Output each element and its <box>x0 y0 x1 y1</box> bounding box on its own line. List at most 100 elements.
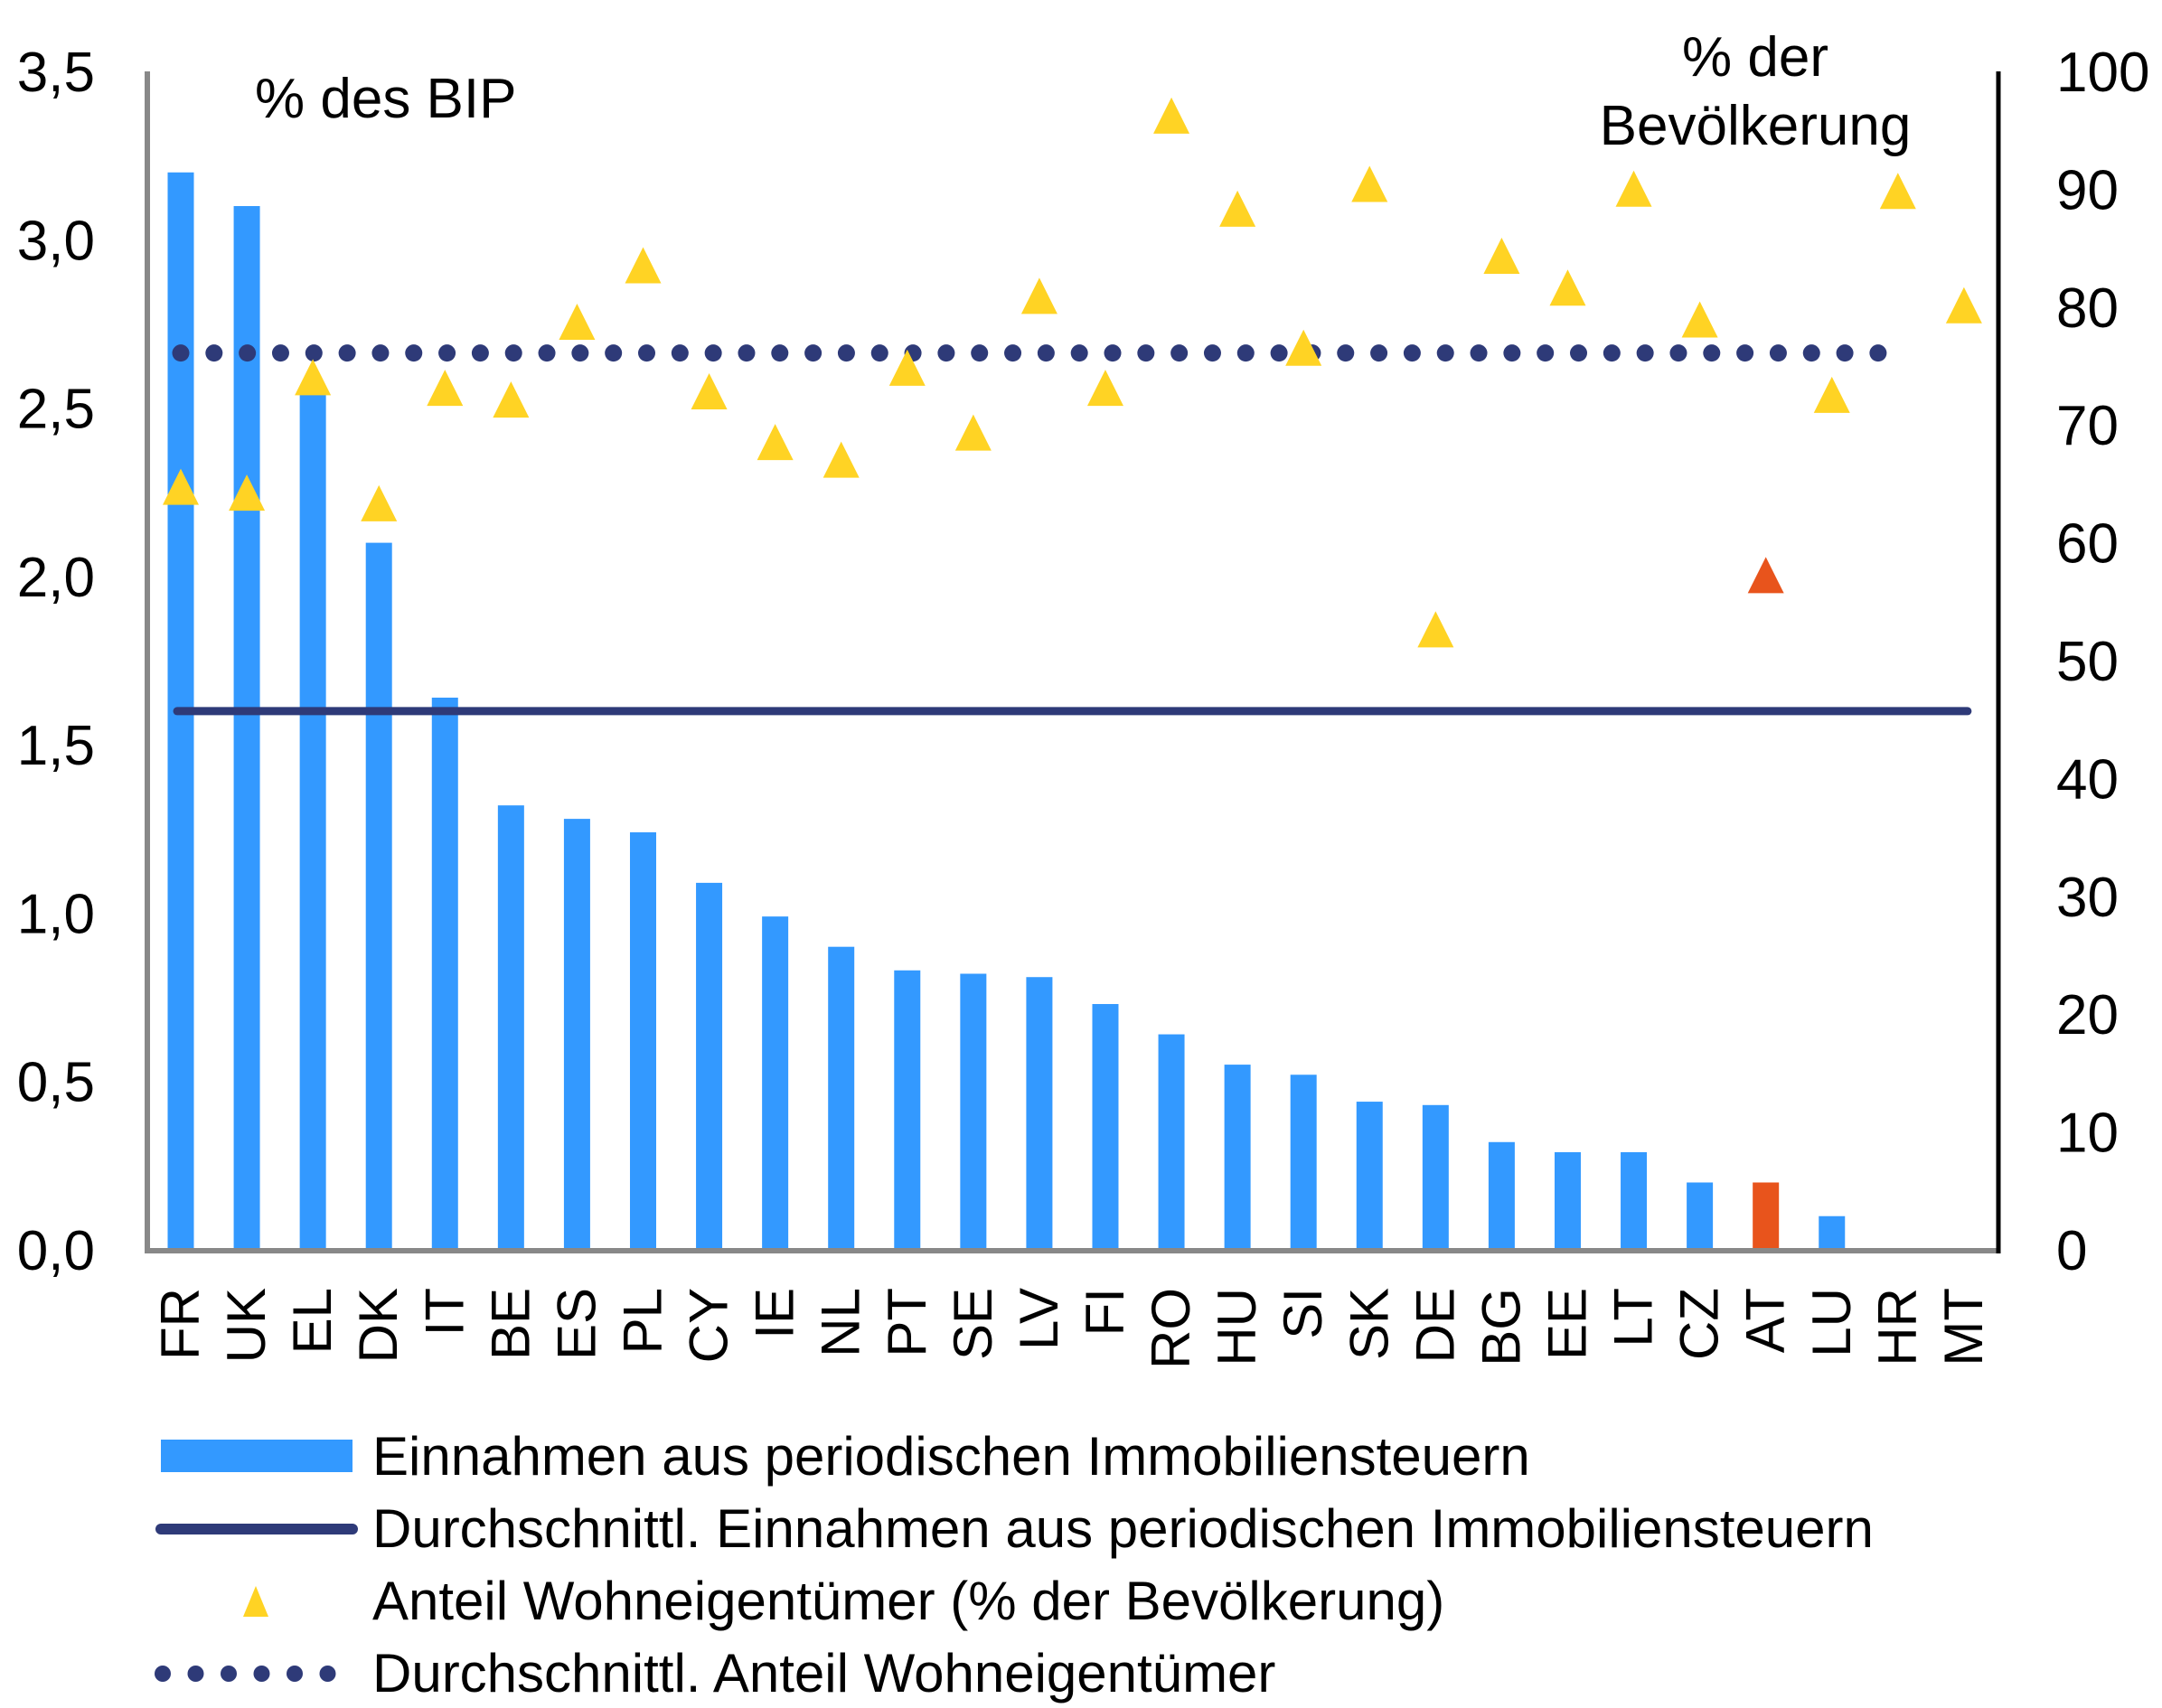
avg-ownership-dot <box>704 344 722 362</box>
avg-ownership-dot <box>738 344 756 362</box>
bar-es <box>563 819 590 1250</box>
ownership-marker-at <box>1747 557 1784 594</box>
right-tick-label: 60 <box>2056 513 2119 576</box>
left-tick-label: 0,0 <box>17 1220 95 1282</box>
avg-ownership-dot <box>1403 344 1421 362</box>
avg-ownership-dot <box>1703 344 1721 362</box>
x-tick-label-cz: CZ <box>1669 1288 1730 1360</box>
avg-ownership-dot <box>937 344 955 362</box>
x-tick-label-mt: MT <box>1933 1288 1994 1366</box>
legend-dot <box>155 1666 171 1682</box>
x-tick-label-es: ES <box>546 1288 606 1360</box>
legend-dot <box>221 1666 237 1682</box>
ownership-marker-hu <box>1219 190 1256 227</box>
legend: Einnahmen aus periodischen Immobilienste… <box>155 1426 1874 1703</box>
x-tick-label-cy: CY <box>679 1288 739 1363</box>
ownership-marker-dk <box>361 484 398 521</box>
avg-ownership-dot <box>1004 344 1022 362</box>
avg-ownership-dot <box>1802 344 1820 362</box>
bar-de <box>1422 1104 1449 1250</box>
avg-ownership-dot <box>1669 344 1687 362</box>
right-tick-label: 100 <box>2056 42 2149 104</box>
avg-ownership-dot <box>837 344 855 362</box>
bar-cz <box>1687 1182 1714 1250</box>
avg-ownership-dot <box>1503 344 1521 362</box>
avg-ownership-dot <box>1537 344 1555 362</box>
ownership-marker-ro <box>1153 97 1190 134</box>
avg-dotted-layer <box>172 344 1887 362</box>
left-tick-label: 2,5 <box>17 379 95 441</box>
ownership-marker-be <box>493 381 530 418</box>
x-tick-label-pt: PT <box>877 1288 937 1357</box>
ownership-marker-bg <box>1483 238 1520 275</box>
avg-ownership-dot <box>1236 344 1255 362</box>
ownership-marker-ie <box>757 424 794 461</box>
bar-lv <box>1026 977 1053 1250</box>
ownership-marker-fr <box>163 468 199 505</box>
ownership-marker-lu <box>1813 376 1850 413</box>
avg-ownership-dot <box>338 344 356 362</box>
ownership-marker-de <box>1417 611 1454 648</box>
bar-si <box>1290 1075 1317 1250</box>
avg-ownership-dot <box>804 344 822 362</box>
ownership-marker-es <box>559 304 596 341</box>
avg-ownership-dot <box>1836 344 1854 362</box>
x-tick-label-uk: UK <box>216 1288 277 1363</box>
avg-ownership-dot <box>571 344 589 362</box>
x-tick-label-se: SE <box>943 1288 1003 1360</box>
legend-swatch-bar <box>161 1440 352 1472</box>
avg-ownership-dot <box>671 344 689 362</box>
ownership-marker-lv <box>1020 277 1058 314</box>
ownership-marker-cy <box>691 372 728 409</box>
avg-ownership-dot <box>1470 344 1488 362</box>
avg-ownership-dot <box>239 344 257 362</box>
x-tick-label-hr: HR <box>1867 1288 1928 1366</box>
right-tick-label: 20 <box>2056 984 2119 1046</box>
ownership-marker-uk <box>229 474 266 511</box>
avg-ownership-dot <box>638 344 656 362</box>
x-tick-label-lv: LV <box>1009 1288 1069 1350</box>
legend-swatch-triangle <box>243 1586 268 1617</box>
bar-se <box>960 973 987 1250</box>
ownership-marker-si <box>1285 329 1322 366</box>
bar-be <box>497 805 524 1250</box>
avg-ownership-dot <box>205 344 223 362</box>
avg-ownership-dot <box>1070 344 1088 362</box>
ownership-marker-sk <box>1351 165 1388 202</box>
ownership-marker-pt <box>888 349 926 386</box>
left-tick-label: 1,0 <box>17 883 95 945</box>
x-tick-label-nl: NL <box>811 1288 871 1357</box>
legend-dot <box>187 1666 204 1682</box>
avg-ownership-dot <box>1370 344 1388 362</box>
bar-nl <box>828 946 855 1250</box>
avg-ownership-dot <box>870 344 888 362</box>
bar-el <box>299 390 326 1250</box>
avg-ownership-dot <box>1570 344 1588 362</box>
bar-lu <box>1819 1215 1846 1250</box>
bar-dk <box>365 542 392 1250</box>
avg-ownership-dot <box>438 344 456 362</box>
x-tick-label-ie: IE <box>745 1288 805 1339</box>
bar-it <box>431 697 458 1250</box>
avg-ownership-dot <box>1203 344 1221 362</box>
bar-ro <box>1158 1034 1185 1250</box>
avg-ownership-dot <box>1170 344 1189 362</box>
right-tick-label: 10 <box>2056 1103 2119 1165</box>
bar-hu <box>1224 1065 1251 1250</box>
right-tick-label: 70 <box>2056 395 2119 457</box>
avg-ownership-dot <box>1769 344 1787 362</box>
legend-label-bar: Einnahmen aus periodischen Immobilienste… <box>372 1426 1530 1487</box>
ownership-marker-cz <box>1681 301 1718 338</box>
x-tick-label-fi: FI <box>1075 1288 1135 1336</box>
legend-label-line: Durchschnittl. Einnahmen aus periodische… <box>372 1498 1874 1559</box>
left-tick-label: 3,0 <box>17 210 95 272</box>
x-tick-label-ro: RO <box>1141 1288 1201 1369</box>
bar-ie <box>762 916 789 1250</box>
avg-ownership-dot <box>1603 344 1621 362</box>
legend-label-triangle: Anteil Wohneigentümer (% der Bevölkerung… <box>372 1571 1444 1631</box>
ownership-marker-fi <box>1086 370 1123 407</box>
ownership-marker-nl <box>822 441 860 478</box>
ownership-marker-mt <box>1945 286 1982 324</box>
x-tick-label-si: SI <box>1273 1288 1333 1339</box>
bar-sk <box>1356 1102 1383 1250</box>
